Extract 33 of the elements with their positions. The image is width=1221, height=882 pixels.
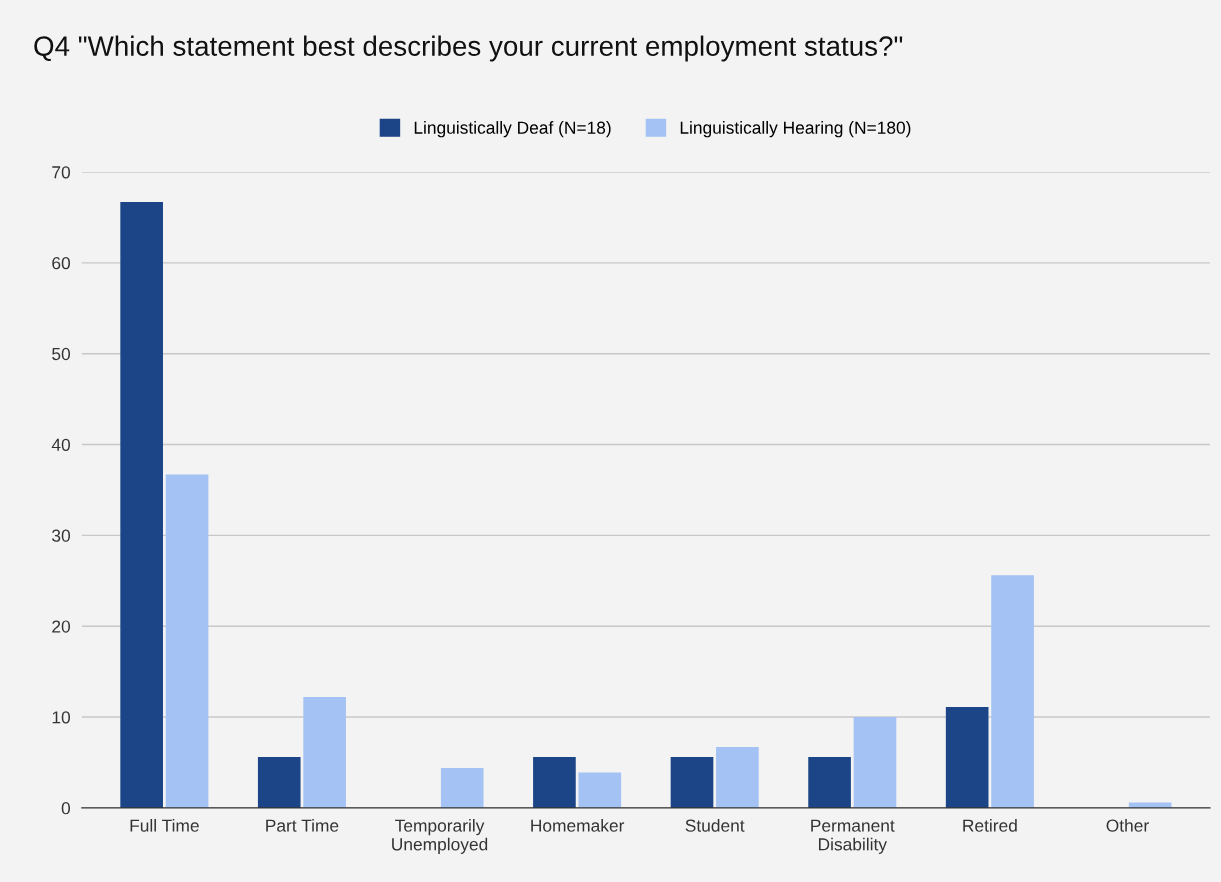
x-tick-label: Full Time [130,819,199,832]
y-tick-label: 40 [51,438,71,451]
y-tick-label: 60 [52,257,71,270]
legend-label: Linguistically Deaf (N=18) [414,121,611,138]
bar [303,697,346,808]
bar [808,757,851,808]
bar [533,757,576,808]
y-tick-label: 70 [52,166,71,179]
bar [716,747,759,808]
x-tick-label: Student [685,819,745,832]
bar [991,575,1034,808]
bar [670,757,714,808]
x-tick-label: Part Time [266,819,339,832]
y-tick-label: 50 [52,347,71,361]
y-tick-label: 10 [52,711,71,724]
legend-label: Linguistically Hearing (N=180) [680,121,911,138]
x-tick-label: Temporarily Unemployed [392,819,488,854]
bar [257,757,301,808]
bar [440,767,484,808]
bar [1128,802,1172,808]
x-tick-label: Permanent Disability [811,819,895,854]
bar [120,201,163,808]
chart-title: Q4 "Which statement best describes your current employment status?" [34,35,903,62]
x-tick-label: Retired [963,819,1017,832]
bar [165,474,209,808]
bar [853,717,897,808]
y-tick-label: 0 [61,802,71,815]
x-tick-label: Other [1106,819,1149,832]
x-tick-label: Homemaker [531,819,625,832]
y-tick-label: 20 [52,620,71,633]
y-tick-label: 30 [52,529,71,542]
bar [945,707,989,808]
bar [578,772,622,808]
